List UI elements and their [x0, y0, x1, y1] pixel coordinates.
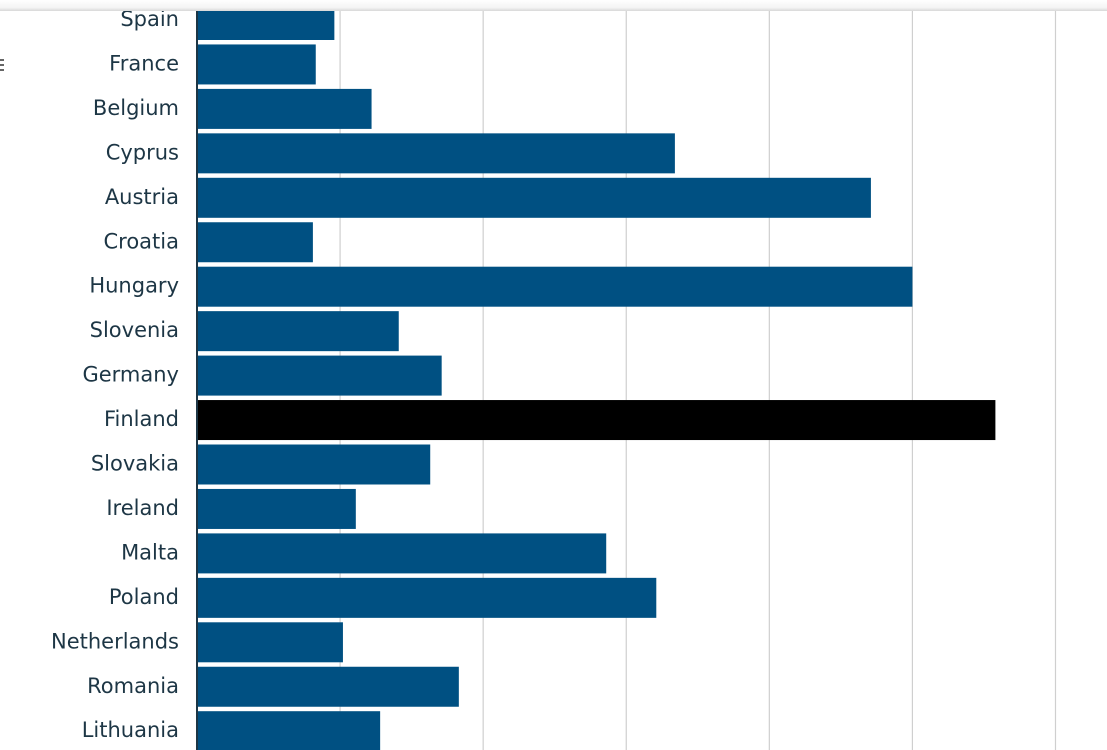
- y-tick-label: Romania: [87, 674, 179, 698]
- bar: [197, 355, 442, 396]
- y-tick-label: Netherlands: [51, 629, 179, 653]
- bar: [197, 577, 657, 618]
- y-tick-label: Lithuania: [82, 718, 179, 742]
- bar: [197, 133, 675, 174]
- y-tick-label: Germany: [82, 363, 179, 387]
- bar: [197, 222, 313, 263]
- y-tick-label: Slovenia: [90, 318, 179, 342]
- y-tick-label: Austria: [105, 185, 179, 209]
- bars: [197, 0, 996, 750]
- bar: [197, 444, 431, 485]
- bar: [197, 533, 607, 574]
- bar: [197, 266, 913, 307]
- bar: [197, 44, 316, 85]
- header-shadow: [0, 0, 1107, 11]
- bar: [197, 400, 996, 441]
- y-tick-label: Croatia: [104, 229, 180, 253]
- bar: [197, 177, 871, 218]
- y-tick-label: Ireland: [106, 496, 179, 520]
- grid: [339, 0, 1057, 750]
- y-tick-label: Belgium: [93, 96, 179, 120]
- y-tick-label: Malta: [121, 540, 179, 564]
- y-tick-label: Poland: [109, 585, 179, 609]
- bar: [197, 666, 459, 707]
- y-tick-label: Hungary: [89, 274, 179, 298]
- y-tick-label: France: [109, 51, 179, 75]
- bar: [197, 622, 343, 663]
- bar: [197, 88, 372, 129]
- y-tick-label: Slovakia: [91, 452, 179, 476]
- y-tick-label: Finland: [104, 407, 179, 431]
- labels: SpainFranceBelgiumCyprusAustriaCroatiaHu…: [51, 7, 179, 742]
- bar: [197, 711, 381, 750]
- bar: [197, 488, 356, 529]
- bar: [197, 311, 399, 352]
- y-tick-label: Cyprus: [106, 140, 179, 164]
- menu-icon[interactable]: [0, 59, 4, 71]
